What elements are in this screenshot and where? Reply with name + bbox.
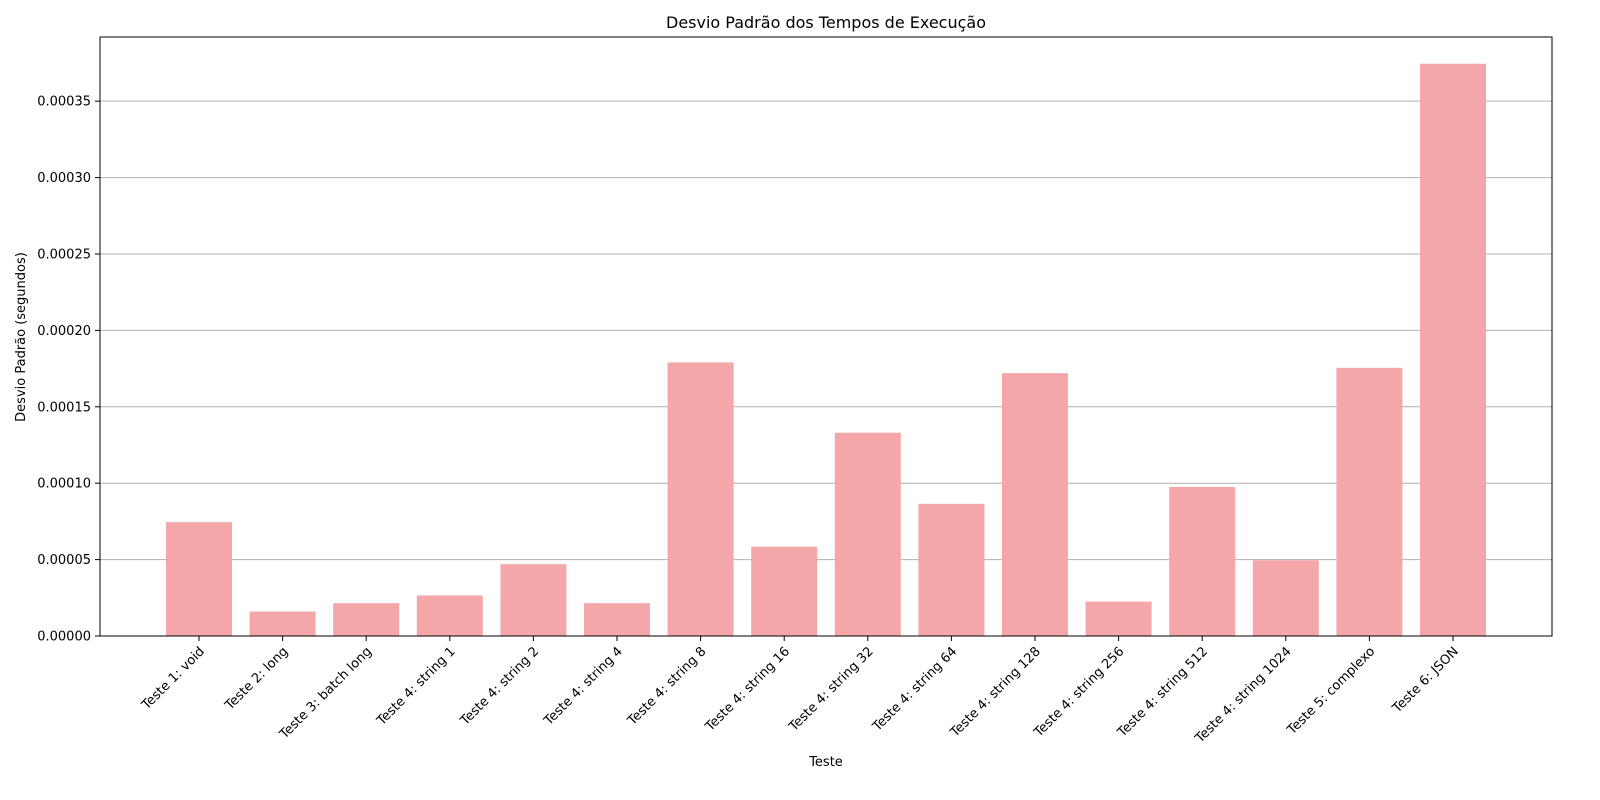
- x-axis-title: Teste: [808, 755, 843, 770]
- bar: [1420, 63, 1486, 636]
- x-tick-label: Teste 4: string 128: [947, 644, 1044, 741]
- grid-layer: [100, 100, 1552, 561]
- y-tick-label: 0.00025: [37, 247, 91, 262]
- x-tick-label: Teste 4: string 512: [1114, 644, 1211, 741]
- x-tick-label: Teste 4: string 4: [541, 644, 626, 729]
- x-tick-label: Teste 4: string 16: [702, 644, 793, 735]
- x-tick-label: Teste 4: string 64: [869, 644, 960, 735]
- x-tick-label: Teste 4: string 32: [786, 644, 877, 735]
- bar: [333, 603, 400, 636]
- bar: [1002, 373, 1068, 636]
- x-tick-label: Teste 1: void: [139, 644, 208, 713]
- bar: [751, 546, 818, 636]
- bar: [416, 595, 483, 636]
- chart-title: Desvio Padrão dos Tempos de Execução: [666, 13, 986, 32]
- x-tick-label: Teste 6: JSON: [1389, 644, 1462, 717]
- bar: [834, 432, 901, 636]
- x-tick-label: Teste 2: long: [222, 644, 292, 714]
- x-tick-label: Teste 4: string 1: [374, 644, 459, 729]
- x-tick-label: Teste 4: string 8: [624, 644, 709, 729]
- x-tick-label: Teste 4: string 256: [1031, 644, 1128, 741]
- x-tick-label: Teste 5: complexo: [1284, 644, 1378, 738]
- bar: [1169, 487, 1236, 636]
- x-tick-label: Teste 4: string 2: [457, 644, 542, 729]
- y-tick-label: 0.00010: [37, 477, 91, 492]
- x-tick-label: Teste 3: batch long: [276, 644, 375, 743]
- x-tick-label: Teste 4: string 1024: [1192, 644, 1295, 747]
- y-tick-label: 0.00000: [37, 630, 91, 645]
- y-tick-label: 0.00020: [37, 324, 91, 339]
- bar: [584, 603, 650, 636]
- bar: [500, 564, 567, 636]
- bar: [918, 503, 985, 636]
- y-axis-title: Desvio Padrão (segundos): [14, 252, 29, 422]
- bar: [1252, 560, 1319, 636]
- bar: [249, 611, 316, 636]
- bar: [667, 362, 734, 636]
- bar: [1085, 601, 1152, 636]
- bars-layer: [166, 63, 1486, 636]
- bar: [166, 522, 232, 636]
- bar: [1336, 367, 1403, 636]
- y-tick-label: 0.00015: [37, 400, 91, 415]
- y-tick-label: 0.00005: [37, 553, 91, 568]
- y-axis: 0.00000 0.00005 0.00010 0.00015 0.00020 0.000…: [37, 95, 100, 645]
- y-tick-label: 0.00035: [37, 95, 91, 110]
- y-tick-label: 0.00030: [37, 171, 91, 186]
- plot-frame: [99, 36, 1553, 637]
